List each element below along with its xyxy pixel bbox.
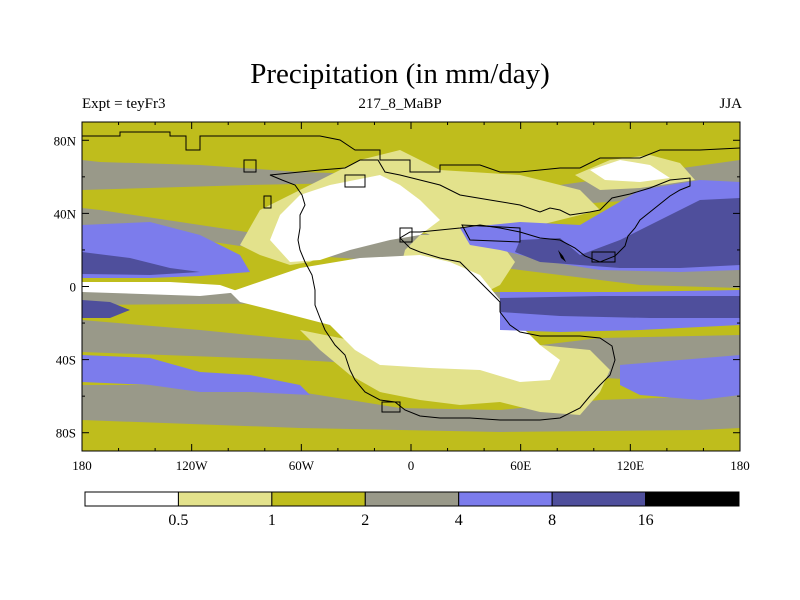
field-driest-north xyxy=(270,175,440,262)
colorbar: 0.5 1 2 4 8 16 xyxy=(84,491,740,529)
colorbar-swatch xyxy=(177,491,273,507)
colorbar-swatch xyxy=(84,491,179,507)
field-wet-south-pacific xyxy=(620,355,740,400)
coastline-island-2 xyxy=(243,159,257,173)
colorbar-label: 8 xyxy=(548,512,556,529)
y-tick-label: 40S xyxy=(56,353,76,368)
field-band-antarctic xyxy=(82,420,740,451)
map-field xyxy=(82,122,740,451)
colorbar-swatch xyxy=(364,491,460,507)
field-band-arctic xyxy=(82,122,740,185)
field-very-wet-south-tropics xyxy=(500,296,740,318)
y-tick-label: 80N xyxy=(54,133,77,148)
y-tick-label: 80S xyxy=(56,426,76,441)
coastline-island-4 xyxy=(399,227,413,243)
field-driest-equatorial xyxy=(82,282,240,296)
y-tick-label: 0 xyxy=(70,280,77,295)
coastline-island-6 xyxy=(591,251,616,263)
coastline-island-1 xyxy=(344,174,366,188)
colorbar-label: 16 xyxy=(638,512,654,529)
x-tick-label: 120W xyxy=(176,458,209,473)
colorbar-swatch xyxy=(645,491,740,507)
coastline-island-7 xyxy=(381,401,401,413)
field-very-wet-monsoon xyxy=(515,198,740,268)
coastline-island-3 xyxy=(263,195,272,209)
plot-title: Precipitation (in mm/day) xyxy=(250,58,550,90)
y-tick-label: 40N xyxy=(54,206,77,221)
field-driest-south xyxy=(230,255,560,382)
field-driest-northeast xyxy=(590,160,670,182)
colorbar-label: 0.5 xyxy=(168,512,188,529)
x-tick-label: 120E xyxy=(617,458,645,473)
field-extreme-spot xyxy=(558,250,566,262)
colorbar-swatch xyxy=(271,491,366,507)
coastline-island-5 xyxy=(461,224,521,243)
age-label: 217_8_MaBP xyxy=(358,96,442,112)
x-axis: 180 120W 60W 0 60E 120E 180 xyxy=(72,122,750,473)
x-tick-label: 60W xyxy=(289,458,315,473)
field-very-wet-west-pacific xyxy=(82,300,130,318)
colorbar-label: 4 xyxy=(455,512,463,529)
y-axis: 80N 40N 0 40S 80S xyxy=(54,133,740,441)
experiment-label: Expt = teyFr3 xyxy=(82,96,166,112)
colorbar-label: 1 xyxy=(268,512,276,529)
season-label: JJA xyxy=(719,96,742,112)
x-tick-label: 0 xyxy=(408,458,415,473)
field-wet-south-atlantic xyxy=(82,355,310,395)
field-very-wet-north-pacific xyxy=(82,252,200,275)
coastline-pangaea xyxy=(269,159,691,421)
x-tick-label: 60E xyxy=(510,458,531,473)
coastline-north-margin xyxy=(82,131,740,173)
colorbar-swatch xyxy=(551,491,647,507)
colorbar-swatch xyxy=(458,491,553,507)
x-tick-label: 180 xyxy=(730,458,750,473)
coastlines xyxy=(82,131,740,421)
colorbar-label: 2 xyxy=(361,512,369,529)
x-tick-label: 180 xyxy=(72,458,92,473)
